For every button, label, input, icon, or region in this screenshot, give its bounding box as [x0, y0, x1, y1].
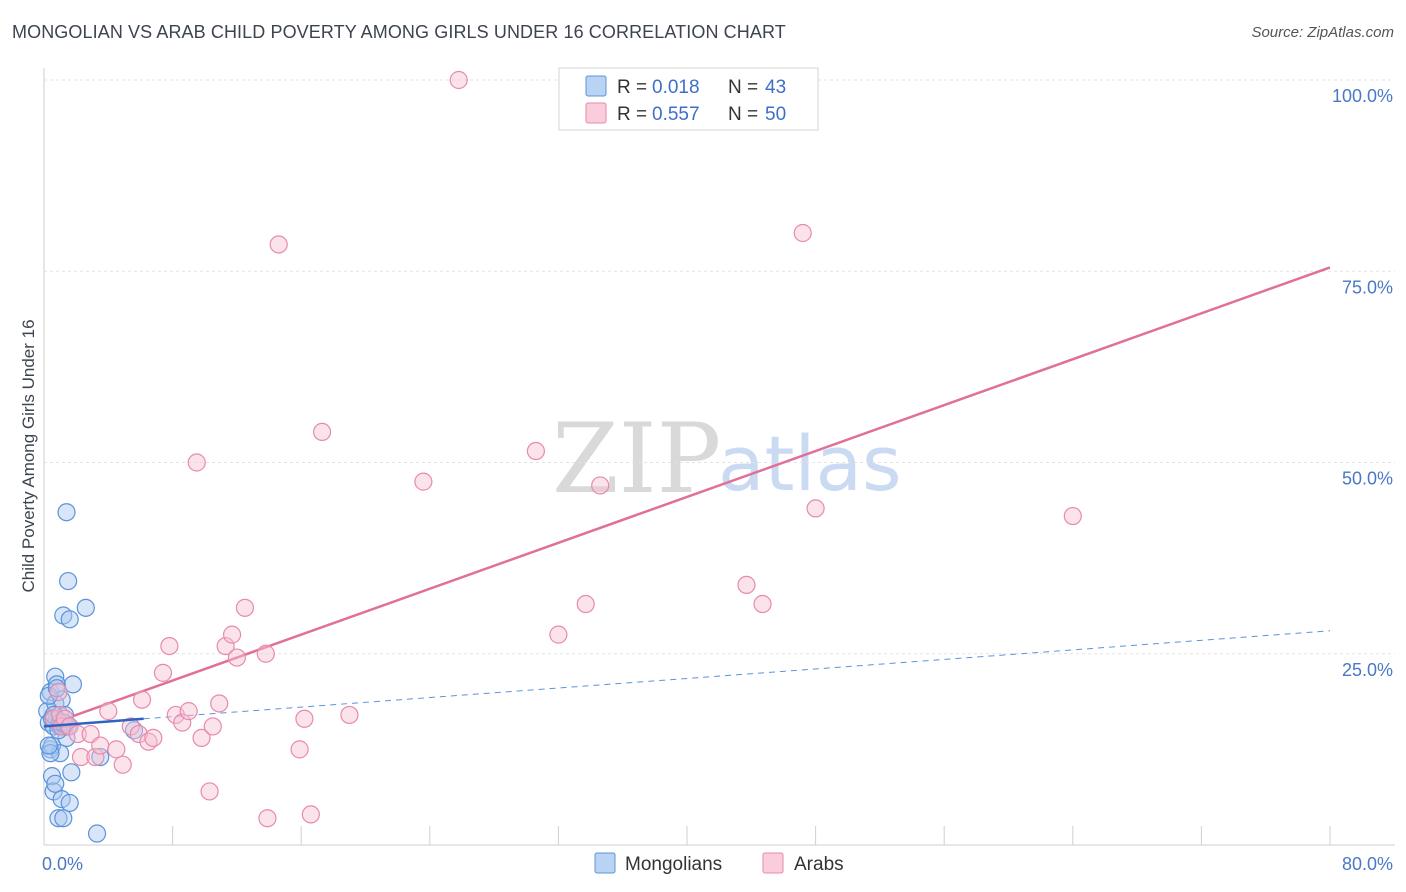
point-arabs-41: [414, 472, 433, 491]
y-axis-label: Child Poverty Among Girls Under 16: [19, 319, 38, 592]
point-mongolians-26: [62, 763, 81, 782]
point-arabs-32: [235, 598, 255, 617]
point-arabs-9: [86, 747, 105, 767]
point-arabs-39: [312, 422, 332, 441]
point-arabs-49: [793, 223, 812, 243]
point-arabs-40: [340, 705, 359, 725]
point-arabs-47: [737, 575, 756, 595]
point-arabs-43: [526, 441, 545, 461]
point-arabs-20: [160, 636, 179, 656]
x-tick-label-max: 80.0%: [1342, 854, 1393, 874]
point-mongolians-25: [60, 610, 79, 629]
stats-legend: R = 0.018 N = 43 R = 0.557 N = 50: [558, 67, 819, 131]
legend-swatch-arabs: [585, 102, 607, 124]
point-arabs-31: [227, 648, 246, 667]
legend-n-label-arabs: N =: [728, 104, 758, 125]
y-tick-label-1: 50.0%: [1342, 469, 1393, 489]
y-tick-label-0: 25.0%: [1342, 660, 1393, 680]
legend-n-label-mongolians: N =: [728, 77, 758, 98]
point-mongolians-37: [46, 774, 65, 793]
point-arabs-1: [49, 682, 68, 702]
point-arabs-27: [203, 717, 222, 736]
point-arabs-11: [99, 702, 118, 721]
point-arabs-37: [295, 709, 314, 728]
trendline-mongolians-solid: [43, 717, 144, 728]
point-arabs-28: [210, 694, 229, 713]
y-tick-label-3: 100.0%: [1332, 86, 1393, 106]
point-arabs-29: [216, 636, 235, 656]
legend-swatch-mongolians: [585, 75, 607, 97]
point-arabs-19: [153, 663, 173, 682]
point-arabs-25: [192, 728, 211, 748]
source-credit: Source: ZipAtlas.com: [1251, 24, 1394, 41]
point-arabs-45: [576, 594, 595, 614]
point-arabs-6: [68, 724, 87, 744]
point-mongolians-39: [39, 736, 58, 755]
point-arabs-23: [179, 702, 198, 721]
point-arabs-24: [187, 453, 206, 472]
legend-n-value-mongolians: 43: [765, 77, 786, 98]
point-arabs-10: [91, 736, 110, 755]
point-mongolians-36: [41, 744, 60, 763]
point-mongolians-17: [54, 809, 73, 828]
point-arabs-48: [753, 594, 772, 614]
bottom-legend-swatch-mongolians: [594, 852, 616, 874]
legend-r-value-arabs: 0.557: [652, 104, 700, 125]
point-arabs-33: [256, 644, 275, 663]
point-arabs-36: [290, 740, 309, 759]
point-arabs-34: [258, 809, 277, 828]
point-mongolians-24: [60, 793, 79, 813]
series-legend: Mongolians Arabs: [594, 852, 844, 875]
y-tick-label-2: 75.0%: [1342, 277, 1393, 297]
point-mongolians-8: [46, 667, 65, 686]
legend-n-value-arabs: 50: [765, 104, 786, 125]
bottom-legend-label-arabs: Arabs: [794, 854, 844, 875]
point-arabs-7: [71, 747, 91, 767]
point-mongolians-22: [57, 503, 76, 522]
point-arabs-15: [129, 724, 148, 744]
bottom-legend-swatch-arabs: [762, 852, 784, 874]
point-arabs-44: [549, 625, 568, 644]
trendline-mongolians-dashed: [143, 630, 1331, 720]
legend-r-label-arabs: R =: [617, 104, 647, 125]
point-arabs-42: [449, 70, 468, 90]
watermark-zip: ZIP: [552, 403, 721, 515]
watermark-atlas: atlas: [718, 419, 902, 508]
y-tick-labels: 25.0% 50.0% 75.0% 100.0%: [1332, 86, 1393, 680]
point-arabs-50: [806, 499, 825, 518]
point-arabs-46: [591, 476, 610, 495]
point-arabs-51: [1063, 506, 1082, 526]
point-arabs-30: [222, 625, 242, 644]
point-arabs-12: [107, 740, 126, 759]
point-mongolians-23: [59, 571, 78, 591]
chart-title: MONGOLIAN VS ARAB CHILD POVERTY AMONG GI…: [12, 22, 786, 42]
point-arabs-35: [269, 235, 288, 254]
legend-r-label-mongolians: R =: [617, 77, 647, 98]
point-arabs-16: [132, 690, 152, 709]
point-arabs-26: [200, 782, 219, 801]
legend-r-value-mongolians: 0.018: [652, 77, 700, 98]
gridlines: [44, 79, 1395, 655]
point-mongolians-12: [49, 809, 68, 828]
x-tick-label-min: 0.0%: [42, 854, 83, 874]
point-mongolians-28: [76, 598, 95, 617]
series-arabs: [43, 70, 1082, 828]
series-mongolians: [38, 503, 144, 843]
point-arabs-18: [144, 728, 163, 748]
point-arabs-13: [113, 755, 132, 774]
point-arabs-22: [173, 713, 192, 732]
point-mongolians-29: [87, 824, 107, 843]
bottom-legend-label-mongolians: Mongolians: [625, 854, 722, 875]
point-arabs-38: [301, 805, 320, 824]
